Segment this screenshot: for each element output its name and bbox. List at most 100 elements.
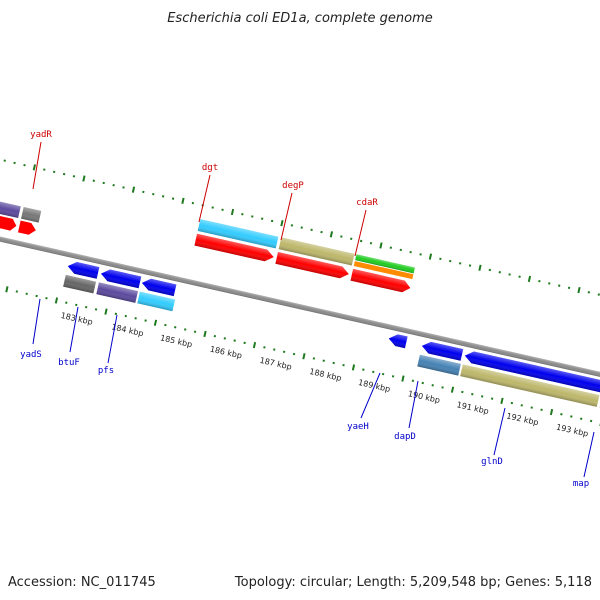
gene-label-yadR: yadR (30, 130, 52, 140)
inner-ruler-tick (401, 375, 405, 382)
inner-ruler-tick (233, 339, 236, 342)
outer-ruler-tick (112, 184, 115, 187)
inner-ruler-tick (174, 326, 177, 329)
inner-ruler-tick (332, 361, 335, 365)
inner-ruler-tick (549, 408, 554, 416)
gene-label-map: map (573, 479, 589, 489)
inner-ruler-tick (421, 381, 424, 385)
forward-strand-features (0, 201, 415, 293)
outer-ruler-tick (350, 237, 353, 240)
inner-ruler-tick (193, 330, 197, 333)
outer-ruler-tick (171, 197, 175, 200)
inner-ruler-tick (243, 341, 246, 345)
outer-ruler-tick (251, 215, 254, 218)
inner-ruler-tick (471, 392, 474, 396)
kbp-labels: 183 kbp 184 kbp 185 kbp 186 kbp 187 kbp … (60, 311, 589, 439)
yaeH-leader (360, 372, 381, 419)
outer-ruler-tick (478, 264, 482, 271)
glnD-block-shade (460, 364, 600, 407)
outer-ruler-tick (92, 179, 95, 182)
dgt-block-shade (197, 219, 279, 249)
inner-ruler-tick (213, 334, 217, 338)
inner-ruler-tick (450, 386, 455, 393)
outer-ruler-tick (161, 195, 165, 198)
btuF-arrow-shade (100, 269, 142, 289)
outer-ruler-tick (3, 159, 6, 162)
inner-ruler-tick (540, 408, 543, 411)
outer-ruler-tick (82, 175, 86, 182)
inner-ruler-tick (84, 305, 88, 309)
outer-ruler-tick (449, 259, 452, 263)
gene-label-pfs: pfs (98, 366, 114, 376)
outer-ruler-tick (211, 206, 214, 209)
inner-ruler-tick (411, 379, 415, 382)
cdaR-orange-block (353, 261, 414, 280)
outer-ruler-tick (409, 250, 412, 254)
inner-ruler-tick (292, 352, 296, 356)
outer-ruler-tick (142, 190, 145, 194)
tick-label: 193 kbp (555, 423, 589, 439)
reverse-strand-features (63, 262, 600, 417)
inner-ruler (5, 286, 600, 427)
cdaR-arrow-shade (350, 268, 411, 293)
inner-ruler-tick (381, 372, 385, 376)
outer-ruler-tick (152, 192, 155, 196)
outer-ruler-tick (290, 224, 294, 227)
outer-ruler-tick (518, 275, 521, 278)
outer-ruler-tick (221, 208, 224, 211)
outer-ruler-tick (270, 219, 274, 223)
inner-ruler-tick (510, 401, 514, 405)
pfs-leader (107, 314, 118, 364)
gene-label-yadS: yadS (20, 350, 42, 360)
tick-label: 188 kbp (309, 367, 343, 383)
outer-ruler-tick (72, 175, 76, 178)
outer-ruler-tick (340, 235, 343, 238)
inner-ruler-tick (589, 419, 593, 423)
gene-label-degP: degP (282, 181, 304, 191)
outer-ruler-tick (548, 282, 551, 285)
inner-ruler-tick (342, 363, 345, 367)
outer-ruler-tick (13, 161, 16, 165)
dapD-arrow-shade (421, 341, 464, 361)
outer-ruler-tick (439, 257, 442, 261)
outer-ruler-tick (419, 253, 422, 256)
glnD-leader (493, 407, 506, 456)
inner-ruler-tick (65, 301, 68, 304)
outer-ruler-tick (399, 248, 402, 252)
degP-block-shade (278, 237, 355, 266)
outer-ruler-tick (43, 168, 46, 171)
tick-label: 191 kbp (456, 400, 490, 416)
inner-ruler-tick (490, 397, 494, 400)
outer-ruler-tick (320, 230, 323, 234)
outer-ruler-tick (488, 268, 492, 272)
tick-label: 187 kbp (259, 356, 293, 372)
cdaR-green-shade (355, 254, 415, 274)
outer-ruler-tick (122, 186, 125, 189)
inner-ruler-tick (15, 290, 19, 293)
inner-ruler-tick (35, 294, 38, 298)
yadS-block-shade (63, 274, 97, 294)
inner-ruler-tick (263, 346, 266, 349)
gene-label-yaeH: yaeH (347, 422, 369, 432)
outer-ruler-tick (508, 273, 511, 276)
inner-ruler-tick (153, 319, 158, 326)
dgt-leader (198, 174, 211, 223)
outer-ruler-tick (577, 286, 581, 294)
outer-ruler-tick (131, 186, 136, 193)
gene-arrow-red-left (0, 215, 17, 231)
glnD-arrow-shade (464, 351, 600, 393)
degP-leader (280, 192, 293, 241)
inner-ruler-tick (184, 328, 187, 331)
degP-arrow-shade (275, 251, 349, 279)
gene-label-dgt: dgt (202, 163, 218, 173)
inner-ruler-tick (94, 308, 98, 311)
inner-ruler-tick (45, 297, 48, 300)
inner-ruler-tick (54, 297, 59, 304)
map-canvas: 183 kbp 184 kbp 185 kbp 186 kbp 187 kbp … (0, 159, 600, 439)
btuF-block-shade (96, 282, 138, 303)
inner-ruler-tick (570, 415, 573, 418)
outer-ruler-tick (498, 271, 501, 274)
inner-ruler-tick (480, 395, 484, 398)
outer-ruler-tick (587, 291, 591, 294)
inner-ruler-tick (579, 417, 583, 420)
